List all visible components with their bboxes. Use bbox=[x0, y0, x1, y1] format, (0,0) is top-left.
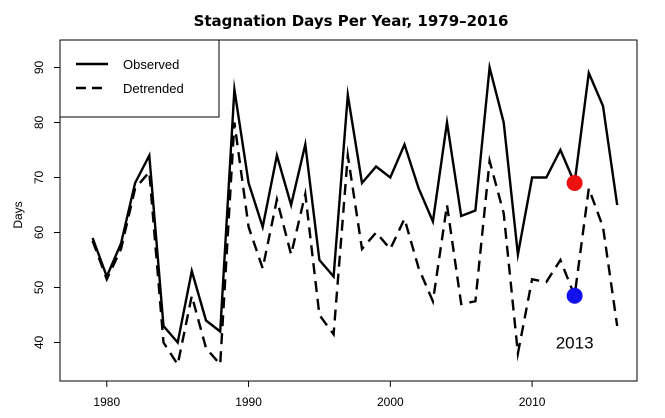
x-tick-label: 1990 bbox=[235, 395, 262, 409]
legend: Observed Detrended bbox=[59, 39, 220, 118]
y-tick-label: 60 bbox=[32, 226, 46, 240]
y-tick-label: 40 bbox=[32, 336, 46, 350]
legend-label-detrended: Detrended bbox=[123, 81, 184, 96]
y-tick-label: 80 bbox=[32, 116, 46, 130]
annotation-2013: 2013 bbox=[556, 334, 594, 353]
chart-marks: 1980 1990 2000 2010 40 50 60 70 80 90 2013 bbox=[32, 60, 619, 409]
y-axis-label: Days bbox=[11, 201, 25, 228]
x-tick-label: 2000 bbox=[377, 395, 404, 409]
legend-box bbox=[59, 39, 220, 118]
y-tick-label: 70 bbox=[32, 171, 46, 185]
legend-label-observed: Observed bbox=[123, 57, 179, 72]
series-line-detrended bbox=[91, 122, 619, 368]
highlight-detrended-2013 bbox=[566, 287, 583, 304]
x-tick-label: 2010 bbox=[519, 395, 546, 409]
y-tick-label: 50 bbox=[32, 281, 46, 295]
plot-frame bbox=[59, 39, 638, 382]
y-tick-label: 90 bbox=[32, 61, 46, 75]
x-tick-label: 1980 bbox=[93, 395, 120, 409]
series-line-observed bbox=[91, 60, 619, 346]
chart-title: Stagnation Days Per Year, 1979–2016 bbox=[194, 12, 509, 30]
highlight-observed-2013 bbox=[566, 175, 583, 191]
